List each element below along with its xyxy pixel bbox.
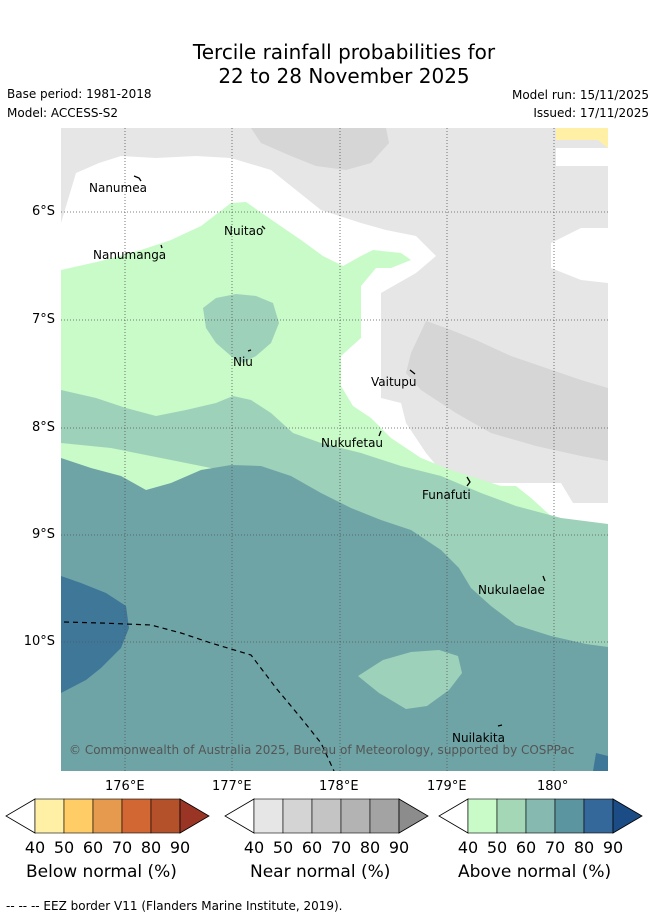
lon-label: 177°E xyxy=(212,779,252,794)
colorbar-segment xyxy=(340,798,371,834)
niu-shape xyxy=(247,349,252,352)
nuitao-shape xyxy=(261,225,266,230)
colorbar-segment xyxy=(583,798,614,834)
colorbar-title-near: Near normal (%) xyxy=(250,862,391,882)
map-panel: Nanumea Nanumanga Nuitao Niu Vaitupu Nuk… xyxy=(61,128,608,771)
above-normal-70-east-region xyxy=(593,753,608,771)
colorbar-title-below: Below normal (%) xyxy=(26,862,177,882)
funafuti-shape xyxy=(466,476,471,487)
colorbar-tick-label: 50 xyxy=(272,838,294,857)
colorbar-tick-label: 60 xyxy=(82,838,104,857)
colorbar-segment xyxy=(34,798,65,834)
colorbar-tick-label: 80 xyxy=(359,838,381,857)
title-line-2: 22 to 28 November 2025 xyxy=(218,64,470,88)
eez-legend-note: -- -- -- EEZ border V11 (Flanders Marine… xyxy=(6,899,343,913)
colorbar-tick-label: 90 xyxy=(169,838,191,857)
colorbar-high-arrow xyxy=(612,798,643,834)
model-name: Model: ACCESS-S2 xyxy=(7,106,119,120)
colorbar-title-above: Above normal (%) xyxy=(458,862,612,882)
colorbar-segment xyxy=(121,798,152,834)
lat-label: 6°S xyxy=(31,204,55,219)
nanumea-shape xyxy=(133,175,142,182)
colorbar-segment xyxy=(554,798,585,834)
colorbar-tick-label: 50 xyxy=(486,838,508,857)
near-normal-mid-region-east xyxy=(406,321,608,461)
colorbar-segment xyxy=(311,798,342,834)
island-label: Funafuti xyxy=(422,488,471,502)
model-run: Model run: 15/11/2025 xyxy=(511,88,649,102)
above-normal-50-island-region xyxy=(203,294,279,363)
colorbar-near-normal xyxy=(224,798,429,834)
colorbar-tick-label: 80 xyxy=(573,838,595,857)
lat-label: 9°S xyxy=(31,527,55,542)
colorbar-tick-label: 40 xyxy=(24,838,46,857)
colorbar-tick-label: 90 xyxy=(602,838,624,857)
colorbar-segment xyxy=(496,798,527,834)
colorbar-tick-label: 70 xyxy=(111,838,133,857)
island-label: Nukulaelae xyxy=(478,583,545,597)
nukulaelae-shape xyxy=(542,575,546,582)
lon-label: 176°E xyxy=(105,779,145,794)
colorbar-tick-label: 60 xyxy=(301,838,323,857)
title-line-1: Tercile rainfall probabilities for xyxy=(192,40,496,64)
lon-label: 178°E xyxy=(319,779,359,794)
above-normal-50-south-region xyxy=(358,650,462,709)
island-label: Vaitupu xyxy=(371,375,417,389)
colorbar-segment xyxy=(92,798,123,834)
island-label: Nuitao xyxy=(224,224,263,238)
nukufetau-shape xyxy=(378,430,382,437)
near-normal-mid-region xyxy=(251,128,389,170)
colorbar-low-arrow xyxy=(438,798,469,834)
vaitupu-shape xyxy=(409,369,416,375)
colorbar-tick-label: 70 xyxy=(544,838,566,857)
colorbar-low-arrow xyxy=(224,798,255,834)
colorbar-segment xyxy=(525,798,556,834)
island-label: Nanumea xyxy=(89,181,147,195)
colorbar-high-arrow xyxy=(398,798,429,834)
island-label: Nanumanga xyxy=(93,248,166,262)
colorbar-low-arrow xyxy=(5,798,36,834)
below-normal-region xyxy=(556,128,608,148)
colorbar-high-arrow xyxy=(179,798,210,834)
island-label: Niu xyxy=(233,355,253,369)
nuilakita-shape xyxy=(497,724,503,727)
colorbar-segment xyxy=(467,798,498,834)
colorbar-tick-label: 60 xyxy=(515,838,537,857)
above-normal-60-region xyxy=(61,458,608,771)
island-labels: Nanumea Nanumanga Nuitao Niu Vaitupu Nuk… xyxy=(89,181,545,745)
colorbar-tick-label: 40 xyxy=(243,838,265,857)
colorbar-segment xyxy=(282,798,313,834)
lon-label: 180° xyxy=(537,779,569,794)
colorbar-tick-label: 80 xyxy=(140,838,162,857)
copyright-text: © Commonwealth of Australia 2025, Bureau… xyxy=(69,743,574,757)
lat-label: 10°S xyxy=(23,634,55,649)
colorbar-segment xyxy=(63,798,94,834)
colorbar-tick-label: 40 xyxy=(457,838,479,857)
colorbars xyxy=(5,798,643,834)
base-period: Base period: 1981-2018 xyxy=(7,87,152,101)
colorbar-below-normal xyxy=(5,798,210,834)
island-shapes xyxy=(133,175,546,727)
colorbar-above-normal xyxy=(438,798,643,834)
colorbar-tick-label: 50 xyxy=(53,838,75,857)
map-title: Tercile rainfall probabilities for 22 to… xyxy=(0,40,655,88)
issued-date: Issued: 17/11/2025 xyxy=(533,106,649,120)
colorbar-segment xyxy=(253,798,284,834)
colorbar-segment xyxy=(150,798,181,834)
nanumanga-shape xyxy=(160,244,163,249)
graticule xyxy=(61,128,608,771)
lat-label: 7°S xyxy=(31,312,55,327)
lon-label: 179°E xyxy=(427,779,467,794)
island-label: Nuilakita xyxy=(452,731,505,745)
above-normal-70-region xyxy=(61,576,129,693)
colorbar-tick-label: 90 xyxy=(388,838,410,857)
island-label: Nukufetau xyxy=(321,436,383,450)
colorbar-tick-label: 70 xyxy=(330,838,352,857)
lat-label: 8°S xyxy=(31,420,55,435)
colorbar-segment xyxy=(369,798,400,834)
